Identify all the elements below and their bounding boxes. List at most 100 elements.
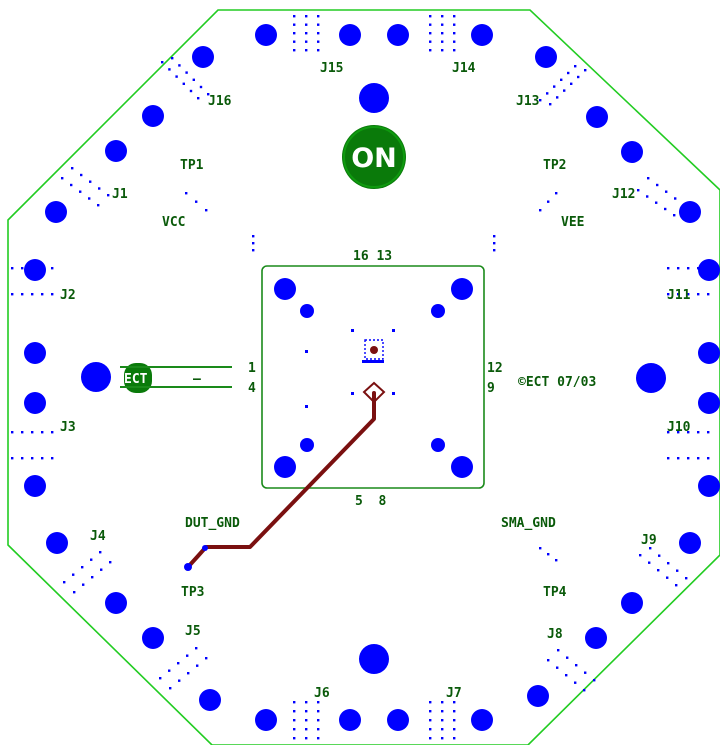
pad-j6-a[interactable] — [255, 709, 277, 731]
via-dot-top — [429, 32, 432, 35]
pad-j1-a[interactable] — [105, 140, 127, 162]
label-j4: J4 — [90, 529, 106, 544]
pad-j12-b[interactable] — [679, 201, 701, 223]
label-j2: J2 — [60, 288, 76, 303]
socket-pad-bl-large[interactable] — [274, 456, 296, 478]
via-dot-j13 — [574, 65, 577, 68]
socket-pad-tr-large[interactable] — [451, 278, 473, 300]
via-dot-left — [21, 293, 24, 296]
via-dot-bottom — [429, 701, 432, 704]
ect-logo-text: ECT — [124, 372, 148, 387]
label-j1: J1 — [112, 187, 128, 202]
via-dot-j4 — [91, 576, 94, 579]
via-dot-left — [11, 293, 14, 296]
socket-pad-br-small[interactable] — [431, 438, 445, 452]
via-dot-j4 — [99, 551, 102, 554]
via-dot-j12 — [655, 201, 658, 204]
via-dot-bottom — [429, 728, 432, 731]
via-dot-bottom — [453, 737, 456, 740]
via-dot-bottom — [453, 710, 456, 713]
via-dot-j13 — [556, 96, 559, 99]
pad-right-center[interactable] — [636, 363, 666, 393]
via-dot-j12 — [665, 190, 668, 193]
label-j5: J5 — [185, 624, 201, 639]
socket-pad-tr-small[interactable] — [431, 304, 445, 318]
pad-j8-b[interactable] — [527, 685, 549, 707]
pad-j3-b[interactable] — [24, 475, 46, 497]
via-dot-j16 — [199, 85, 203, 89]
pad-j5-a[interactable] — [142, 627, 164, 649]
pad-j7-a[interactable] — [387, 709, 409, 731]
via-dot-bottom — [305, 728, 308, 731]
via-dot-top — [441, 15, 444, 18]
dut-outline — [364, 339, 384, 360]
pad-j15-a[interactable] — [255, 24, 277, 46]
via-dot-right — [707, 457, 710, 460]
pad-j16-b[interactable] — [142, 105, 164, 127]
socket-pad-br-large[interactable] — [451, 456, 473, 478]
via-dot-j13 — [553, 85, 556, 88]
label-j3: J3 — [60, 420, 76, 435]
via-dot-j12 — [637, 189, 640, 192]
on-logo: ON — [342, 125, 406, 189]
via-dot-socket — [252, 249, 255, 252]
pad-j6-b[interactable] — [339, 709, 361, 731]
pad-j2-b[interactable] — [24, 342, 46, 364]
via-dot-top — [317, 40, 320, 43]
pad-j14-b[interactable] — [471, 24, 493, 46]
pad-j5-b[interactable] — [199, 689, 221, 711]
via-dot-j16 — [207, 93, 210, 96]
via-dot-right — [667, 457, 670, 460]
via-dot-bottom — [441, 719, 444, 722]
pad-j2-a[interactable] — [24, 259, 46, 281]
pad-j11-a[interactable] — [698, 259, 720, 281]
label-pin-12: 12 — [487, 361, 503, 376]
pad-j10-b[interactable] — [698, 475, 720, 497]
pad-j1-b[interactable] — [45, 201, 67, 223]
socket-pad-tl-large[interactable] — [274, 278, 296, 300]
pad-top-center[interactable] — [359, 83, 389, 113]
socket-pad-bl-small[interactable] — [300, 438, 314, 452]
via-dot-j16 — [185, 71, 188, 74]
pad-j13-a[interactable] — [535, 46, 557, 68]
socket-pad-tl-small[interactable] — [300, 304, 314, 318]
via-dot-tp4 — [555, 559, 558, 562]
socket-outline — [261, 265, 485, 489]
via-dot-left — [41, 431, 44, 434]
via-dot-j12 — [647, 177, 650, 180]
dut-center-pad[interactable] — [370, 346, 378, 354]
tp3-pad[interactable] — [184, 563, 192, 571]
pad-bottom-center[interactable] — [359, 644, 389, 674]
via-dot-left — [11, 267, 14, 270]
pad-j8-a[interactable] — [585, 627, 607, 649]
via-dot-left — [51, 431, 54, 434]
pad-j12-a[interactable] — [621, 141, 643, 163]
pad-j7-b[interactable] — [471, 709, 493, 731]
via-dot-right — [697, 293, 700, 296]
tp3-via — [202, 545, 208, 551]
pad-j9-b[interactable] — [621, 592, 643, 614]
pad-j11-b[interactable] — [698, 342, 720, 364]
via-dot-right — [667, 267, 670, 270]
via-dot-bottom — [429, 710, 432, 713]
via-dot-j1 — [80, 173, 83, 177]
pad-j9-a[interactable] — [679, 532, 701, 554]
via-dot-left — [51, 267, 54, 270]
pad-j14-a[interactable] — [387, 24, 409, 46]
via-dot-j13 — [549, 103, 552, 106]
pad-j16-a[interactable] — [192, 46, 214, 68]
via-dot-j8 — [574, 681, 577, 684]
via-dot-j13 — [560, 78, 563, 81]
socket-pads — [274, 278, 473, 478]
pad-j4-b[interactable] — [105, 592, 127, 614]
copyright-text: ©ECT 07/03 — [518, 375, 596, 390]
pad-j15-b[interactable] — [339, 24, 361, 46]
pad-j13-b[interactable] — [586, 106, 608, 128]
via-dot-right — [677, 431, 680, 434]
pad-j3-a[interactable] — [24, 392, 46, 414]
pad-j10-a[interactable] — [698, 392, 720, 414]
via-dot-right — [697, 267, 700, 270]
pad-left-center[interactable] — [81, 362, 111, 392]
pad-j4-a[interactable] — [46, 532, 68, 554]
label-tp4: TP4 — [543, 585, 567, 600]
